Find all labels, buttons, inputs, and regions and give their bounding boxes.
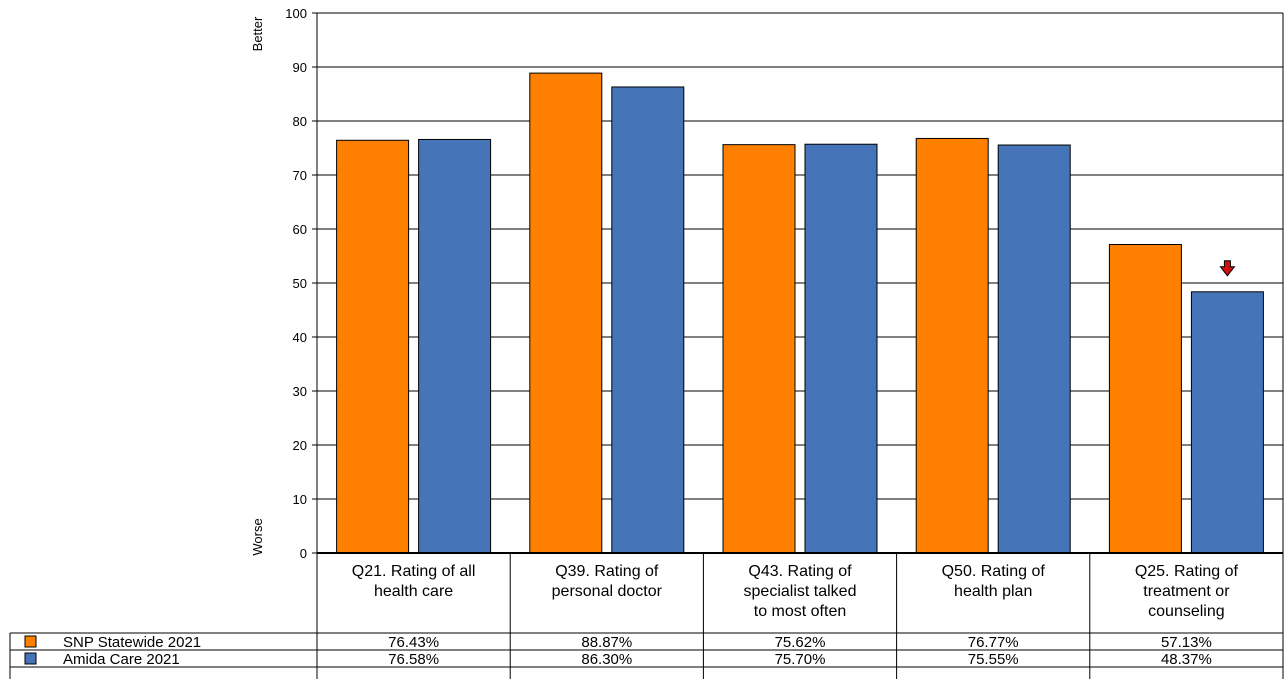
y-axis-top-label: Better: [250, 16, 265, 51]
bar-amida-care-2: [611, 86, 685, 554]
bar-snp-statewide-4: [915, 137, 989, 554]
category-label-line: Q43. Rating of: [748, 563, 852, 580]
legend-swatch-snp-statewide: [24, 635, 37, 648]
category-label-3: Q43. Rating of specialist talked to most o…: [744, 563, 857, 620]
bar-amida-care-5: [1190, 291, 1264, 554]
data-label-snp-statewide-5: 57.13%: [1161, 634, 1212, 651]
category-label-line: Q39. Rating of: [555, 563, 659, 580]
y-tick-label: 40: [293, 330, 307, 345]
y-tick-label: 60: [293, 222, 307, 237]
category-label-line: Q25. Rating of: [1135, 563, 1239, 580]
category-label-5: Q25. Rating of treatment or counseling: [1135, 563, 1239, 620]
legend-label-snp-statewide: SNP Statewide 2021: [63, 634, 201, 651]
category-label-line: personal doctor: [552, 583, 663, 600]
category-label-1: Q21. Rating of all health care: [352, 563, 476, 600]
y-tick-label: 30: [293, 384, 307, 399]
bars: [336, 72, 1264, 554]
legend-swatch-amida-care: [24, 652, 37, 665]
y-tick-label: 90: [293, 60, 307, 75]
bar-snp-statewide-5: [1108, 243, 1182, 554]
category-label-line: health care: [374, 583, 453, 600]
data-label-amida-care-1: 76.58%: [388, 651, 439, 668]
category-label-line: health plan: [954, 583, 1032, 600]
y-axis: 0 10 20 30 40 50 60 70 80 90 100: [285, 6, 1284, 561]
category-label-line: Q21. Rating of all: [352, 563, 476, 580]
category-label-2: Q39. Rating of personal doctor: [552, 563, 663, 600]
data-table: Q21. Rating of all health care Q39. Rating…: [9, 553, 1284, 679]
category-label-4: Q50. Rating of health plan: [942, 563, 1046, 600]
category-label-line: Q50. Rating of: [942, 563, 1046, 580]
data-label-snp-statewide-4: 76.77%: [968, 634, 1019, 651]
data-label-snp-statewide-3: 75.62%: [775, 634, 826, 651]
category-label-line: counseling: [1148, 603, 1225, 620]
data-label-amida-care-3: 75.70%: [775, 651, 826, 668]
y-axis-bottom-label: Worse: [250, 518, 265, 555]
category-label-line: treatment or: [1143, 583, 1230, 600]
y-tick-label: 20: [293, 438, 307, 453]
legend-label-amida-care: Amida Care 2021: [63, 651, 180, 668]
data-label-snp-statewide-2: 88.87%: [581, 634, 632, 651]
bar-snp-statewide-1: [336, 139, 410, 554]
y-tick-label: 0: [300, 546, 307, 561]
y-tick-label: 80: [293, 114, 307, 129]
data-label-amida-care-4: 75.55%: [968, 651, 1019, 668]
bar-amida-care-3: [804, 143, 878, 554]
y-tick-label: 50: [293, 276, 307, 291]
y-tick-label: 100: [285, 6, 307, 21]
data-label-amida-care-2: 86.30%: [581, 651, 632, 668]
down-arrow-icon: [1219, 260, 1236, 277]
bar-snp-statewide-3: [722, 144, 796, 554]
data-label-snp-statewide-1: 76.43%: [388, 634, 439, 651]
bar-amida-care-4: [997, 144, 1071, 554]
bar-snp-statewide-2: [529, 72, 603, 554]
category-label-line: to most often: [754, 603, 847, 620]
y-tick-label: 10: [293, 492, 307, 507]
y-tick-label: 70: [293, 168, 307, 183]
data-label-amida-care-5: 48.37%: [1161, 651, 1212, 668]
bar-amida-care-1: [418, 138, 492, 554]
category-label-line: specialist talked: [744, 583, 857, 600]
